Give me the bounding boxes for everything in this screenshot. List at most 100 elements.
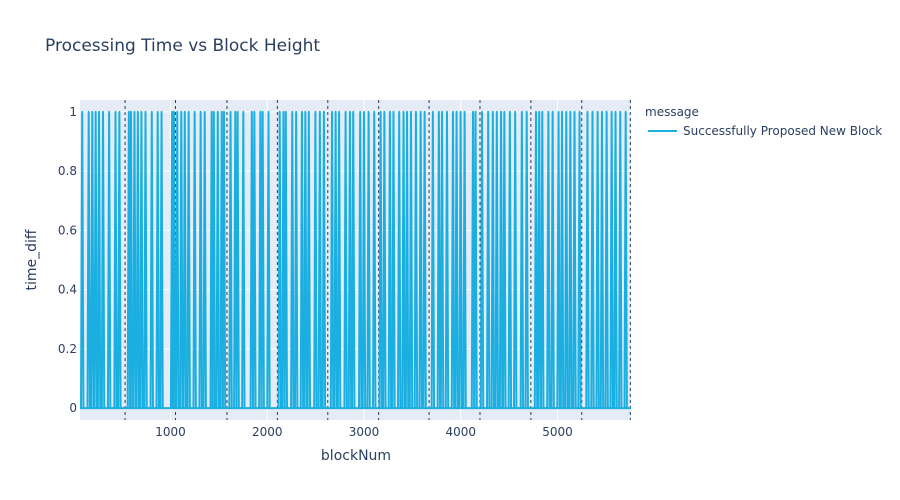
y-axis-title: time_diff bbox=[24, 229, 40, 290]
series-spike bbox=[546, 110, 551, 409]
series-spike bbox=[473, 110, 478, 409]
series-spike bbox=[159, 110, 164, 409]
series-spike bbox=[299, 110, 305, 409]
series-spike bbox=[439, 110, 445, 409]
series-spike bbox=[343, 110, 348, 409]
legend-label[interactable]: Successfully Proposed New Block bbox=[683, 124, 882, 138]
series-spike bbox=[413, 110, 419, 409]
series-spike bbox=[351, 110, 356, 409]
series-lines bbox=[80, 110, 631, 410]
series-spike bbox=[241, 110, 246, 409]
series-spike bbox=[572, 110, 577, 409]
series-spike bbox=[613, 110, 618, 409]
series-spike bbox=[329, 110, 335, 409]
series-spike bbox=[306, 110, 312, 409]
series-spike bbox=[86, 110, 91, 409]
series-spike bbox=[175, 110, 180, 409]
series-spike bbox=[623, 110, 628, 409]
series-spike bbox=[139, 110, 144, 409]
series-spike bbox=[462, 110, 467, 409]
legend-title: message bbox=[645, 105, 699, 119]
series-spike bbox=[536, 110, 542, 409]
series-spike bbox=[182, 110, 187, 409]
series-spike bbox=[564, 110, 569, 409]
series-spike bbox=[436, 110, 442, 409]
series-spike bbox=[357, 110, 363, 409]
series-spike bbox=[283, 110, 288, 409]
series-spike bbox=[577, 110, 582, 409]
series-spike bbox=[143, 110, 148, 409]
y-tick-label: 0.8 bbox=[58, 164, 77, 178]
y-tick-label: 0 bbox=[69, 401, 77, 415]
series-spike bbox=[485, 110, 491, 409]
series-spike bbox=[609, 110, 614, 409]
series-spike bbox=[391, 110, 396, 409]
series-spike bbox=[228, 110, 233, 409]
series-spike bbox=[396, 110, 402, 409]
y-tick-label: 0.6 bbox=[58, 223, 77, 237]
series-spike bbox=[93, 110, 98, 409]
series-spike bbox=[186, 110, 191, 409]
series-spike bbox=[128, 110, 134, 409]
series-spike bbox=[590, 110, 595, 409]
series-spike bbox=[490, 110, 496, 409]
series-spike bbox=[458, 110, 463, 409]
series-spike bbox=[215, 110, 220, 409]
x-tick-label: 1000 bbox=[155, 425, 186, 439]
series-spike bbox=[604, 110, 609, 409]
series-spike bbox=[382, 110, 387, 409]
series-spike bbox=[135, 110, 141, 409]
x-tick-label: 4000 bbox=[445, 425, 476, 439]
series-spike bbox=[303, 110, 308, 409]
series-spike bbox=[333, 110, 338, 409]
series-spike bbox=[347, 110, 353, 409]
series-spike bbox=[132, 110, 137, 409]
y-axis-ticks: 0 0.2 0.4 0.6 0.8 1 bbox=[58, 105, 77, 415]
series-spike bbox=[507, 110, 513, 409]
series-spike bbox=[498, 110, 504, 409]
series-spike bbox=[585, 110, 590, 409]
y-tick-label: 0.4 bbox=[58, 283, 77, 297]
series-spike bbox=[277, 110, 282, 409]
series-spike bbox=[290, 110, 295, 409]
series-spike bbox=[113, 110, 118, 409]
x-axis-ticks: 1000 2000 3000 4000 5000 bbox=[155, 425, 573, 439]
series-spike bbox=[235, 110, 240, 409]
series-spike bbox=[211, 110, 217, 409]
series-spike bbox=[512, 110, 518, 409]
series-spike bbox=[618, 110, 623, 409]
series-spike bbox=[198, 110, 203, 409]
series-spike bbox=[171, 110, 177, 409]
series-spike bbox=[260, 110, 265, 409]
x-tick-label: 5000 bbox=[542, 425, 573, 439]
series-spike bbox=[252, 110, 257, 409]
series-spike bbox=[568, 110, 573, 409]
series-spike bbox=[540, 110, 545, 409]
series-spike bbox=[550, 110, 555, 409]
series-spike bbox=[524, 110, 529, 409]
legend[interactable]: message Successfully Proposed New Block bbox=[645, 105, 882, 138]
series-spike bbox=[408, 110, 414, 409]
series-spike bbox=[519, 110, 525, 409]
series-spike bbox=[444, 110, 450, 409]
series-spike bbox=[372, 110, 377, 409]
series-spike bbox=[418, 110, 423, 409]
series-spike bbox=[454, 110, 459, 409]
series-spike bbox=[155, 110, 160, 409]
series-spike bbox=[494, 110, 500, 409]
series-spike bbox=[100, 110, 106, 409]
series-spike bbox=[502, 110, 507, 409]
series-spike bbox=[80, 110, 85, 409]
series-spike bbox=[366, 110, 371, 409]
series-spike bbox=[361, 110, 367, 409]
series-spike bbox=[559, 110, 565, 409]
series-spike bbox=[378, 110, 383, 409]
series-spike bbox=[221, 110, 227, 409]
series-spike bbox=[317, 110, 323, 409]
y-tick-label: 0.2 bbox=[58, 342, 77, 356]
series-spike bbox=[117, 110, 122, 409]
series-spike bbox=[96, 110, 102, 409]
series-spike bbox=[479, 110, 485, 409]
series-spike bbox=[336, 110, 342, 409]
